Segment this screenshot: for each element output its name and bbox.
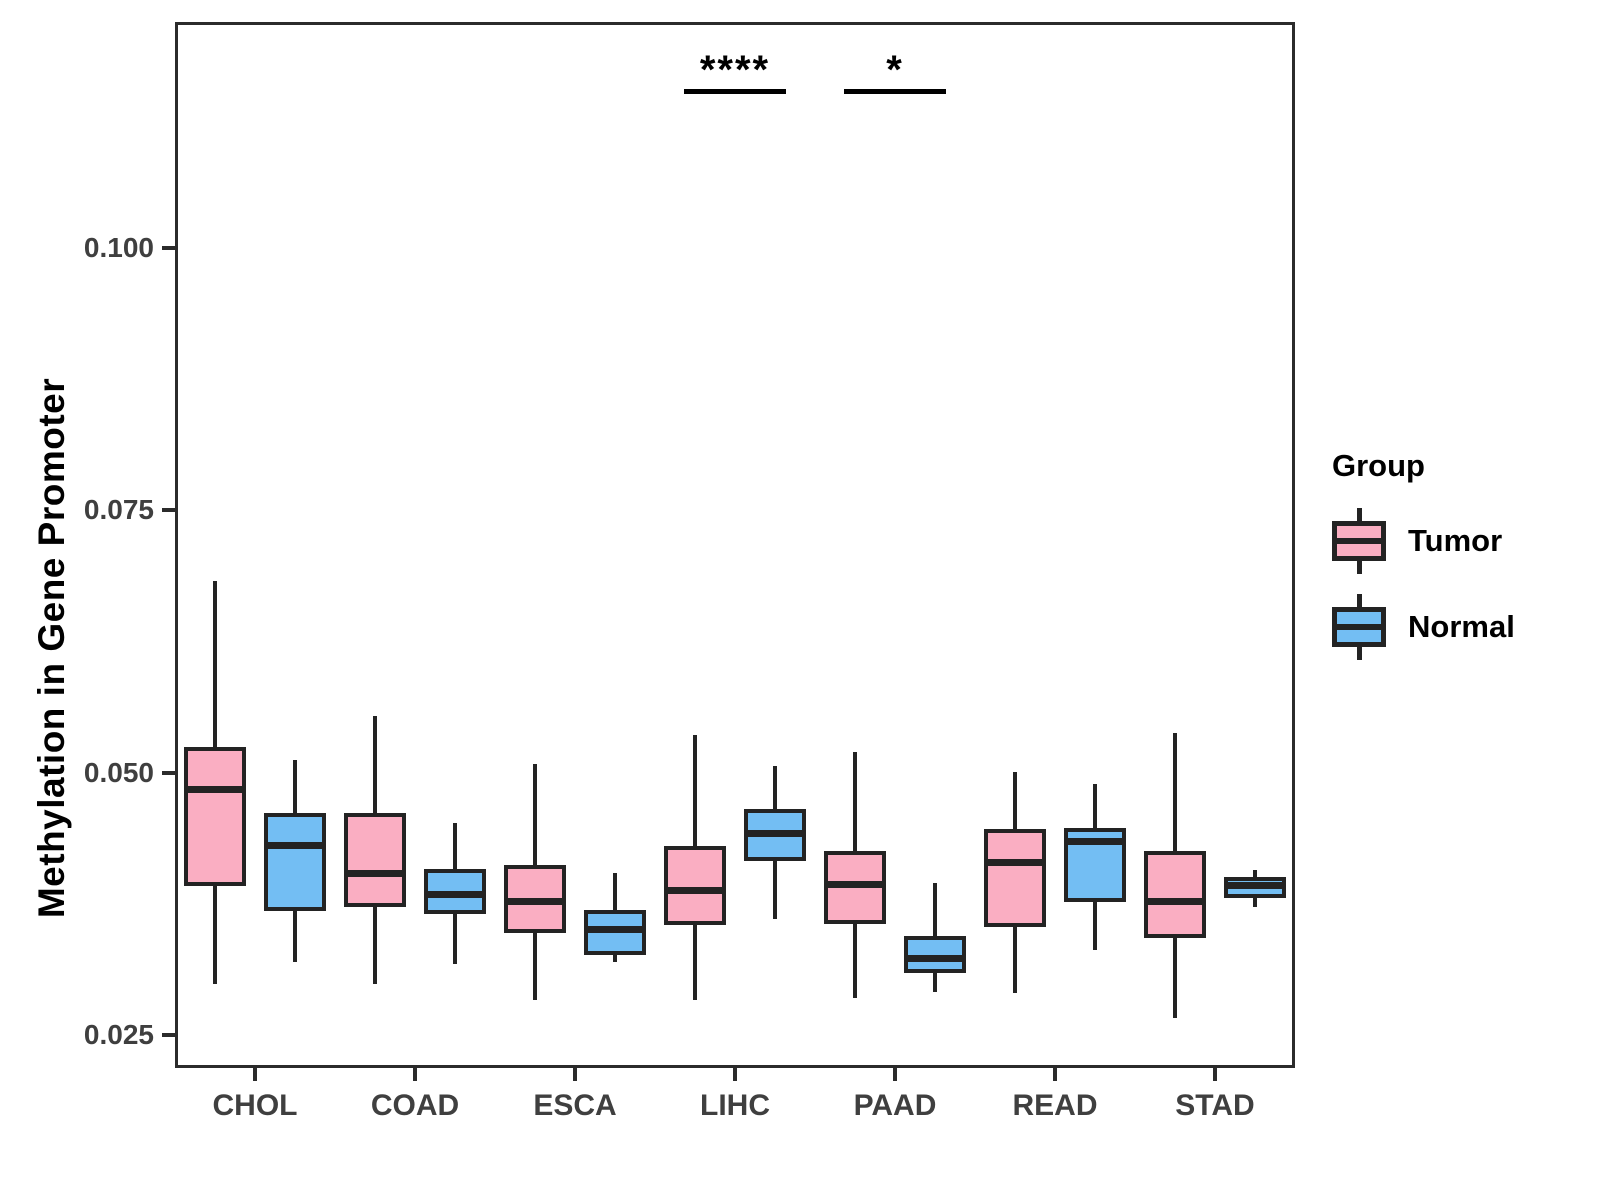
- legend-item-label: Normal: [1408, 609, 1515, 644]
- y-axis-tick: [162, 508, 175, 513]
- x-axis-tick: [413, 1068, 417, 1081]
- y-axis-tick-label: 0.025: [83, 1019, 154, 1050]
- plot-panel: [175, 22, 1295, 1068]
- legend: Group Tumor Normal: [1332, 448, 1515, 680]
- x-axis-tick: [733, 1068, 737, 1081]
- x-axis-tick: [253, 1068, 257, 1081]
- legend-key-boxplot-icon: [1332, 508, 1386, 574]
- box-tumor-STAD: [1144, 851, 1206, 939]
- y-axis-tick-label: 0.075: [83, 494, 154, 526]
- legend-title: Group: [1332, 448, 1425, 483]
- x-axis-tick-label: LIHC: [700, 1089, 770, 1122]
- y-axis-tick: [162, 246, 175, 250]
- significance-bar-PAAD: [844, 89, 946, 94]
- median-normal-LIHC: [744, 830, 806, 838]
- x-axis-tick-label: COAD: [370, 1089, 460, 1122]
- median-normal-CHOL: [264, 841, 326, 849]
- x-axis-tick: [893, 1068, 897, 1081]
- y-axis-tick: [162, 1033, 175, 1037]
- legend-item-label: Tumor: [1408, 523, 1503, 558]
- median-normal-STAD: [1224, 882, 1286, 890]
- x-axis-tick-label: ESCA: [533, 1089, 617, 1122]
- x-axis-tick: [1053, 1068, 1057, 1081]
- median-tumor-CHOL: [184, 785, 246, 793]
- x-axis-tick-label: READ: [1012, 1089, 1098, 1122]
- significance-label-LIHC: ****: [699, 48, 771, 92]
- median-normal-COAD: [424, 890, 486, 898]
- legend-items: Tumor Normal: [1332, 508, 1515, 660]
- box-tumor-LIHC: [664, 846, 726, 925]
- x-axis-tick-label: STAD: [1175, 1089, 1255, 1122]
- x-axis-tick: [573, 1068, 577, 1081]
- median-tumor-COAD: [344, 869, 406, 877]
- median-tumor-LIHC: [664, 886, 726, 894]
- median-normal-PAAD: [904, 954, 966, 962]
- x-axis-tick-label: CHOL: [212, 1089, 298, 1122]
- significance-label-PAAD: *: [886, 48, 904, 92]
- x-axis-tick-label: PAAD: [853, 1089, 937, 1122]
- box-tumor-COAD: [344, 812, 406, 907]
- median-tumor-ESCA: [504, 898, 566, 906]
- y-axis-tick: [162, 770, 175, 775]
- median-tumor-PAAD: [824, 881, 886, 889]
- significance-bar-LIHC: [684, 89, 786, 94]
- legend-key-boxplot-icon: [1332, 594, 1386, 660]
- legend-item-tumor: Tumor: [1332, 508, 1515, 574]
- median-normal-ESCA: [584, 925, 646, 933]
- box-tumor-CHOL: [184, 747, 246, 886]
- box-tumor-READ: [984, 829, 1046, 927]
- median-tumor-READ: [984, 859, 1046, 867]
- box-normal-ESCA: [584, 910, 646, 956]
- legend-item-normal: Normal: [1332, 594, 1515, 660]
- x-axis-tick: [1213, 1068, 1217, 1081]
- median-normal-READ: [1064, 838, 1126, 846]
- y-axis-tick-label: 0.050: [83, 756, 154, 788]
- box-normal-CHOL: [264, 812, 326, 912]
- y-axis-tick-label: 0.100: [83, 232, 154, 263]
- box-normal-PAAD: [904, 936, 966, 974]
- y-axis-title: Methylation in Gene Promoter: [31, 377, 72, 919]
- median-tumor-STAD: [1144, 898, 1206, 906]
